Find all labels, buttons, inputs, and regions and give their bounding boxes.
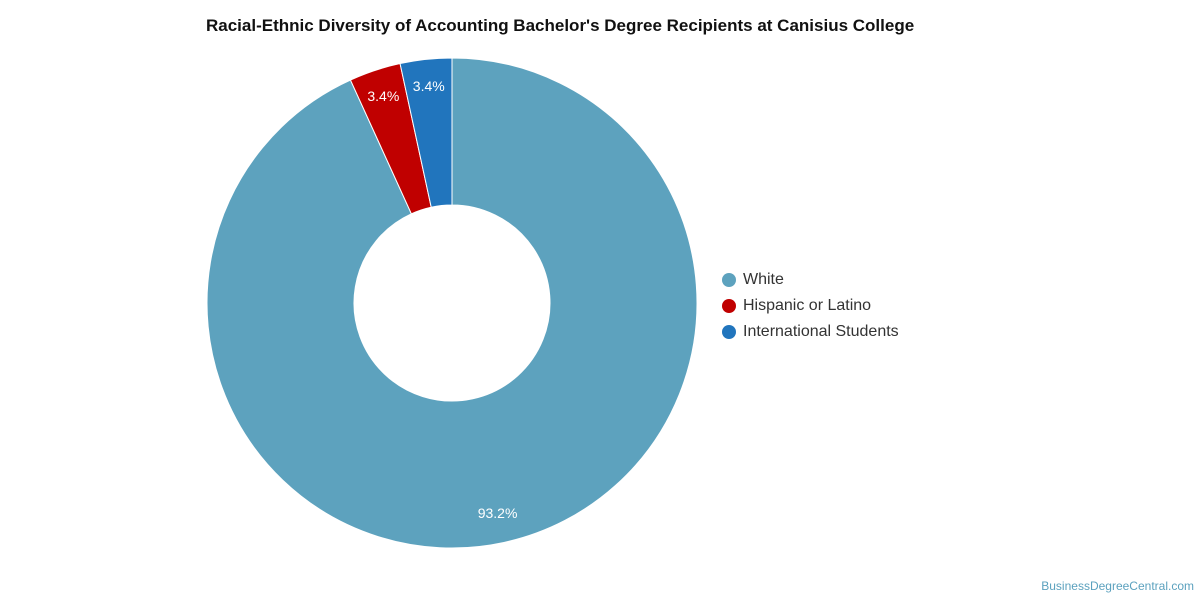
data-label-white: 93.2%: [478, 505, 518, 521]
chart-title: Racial-Ethnic Diversity of Accounting Ba…: [206, 16, 915, 35]
legend-item-white[interactable]: White: [722, 267, 899, 293]
data-label-international-students: 3.4%: [413, 78, 445, 94]
slice-white[interactable]: [206, 57, 698, 549]
legend-item-hispanic-or-latino[interactable]: Hispanic or Latino: [722, 293, 899, 319]
legend-label: International Students: [743, 323, 899, 340]
watermark[interactable]: BusinessDegreeCentral.com: [1041, 579, 1194, 593]
legend-swatch: [722, 325, 736, 339]
legend-swatch: [722, 299, 736, 313]
legend-item-international-students[interactable]: International Students: [722, 319, 899, 345]
data-label-hispanic-or-latino: 3.4%: [367, 88, 399, 104]
slice-international-students[interactable]: [399, 57, 453, 208]
legend-label: White: [743, 271, 784, 288]
legend-label: Hispanic or Latino: [743, 297, 872, 314]
legend-swatch: [722, 273, 736, 287]
chart-legend: White Hispanic or Latino International Stu…: [722, 267, 899, 345]
